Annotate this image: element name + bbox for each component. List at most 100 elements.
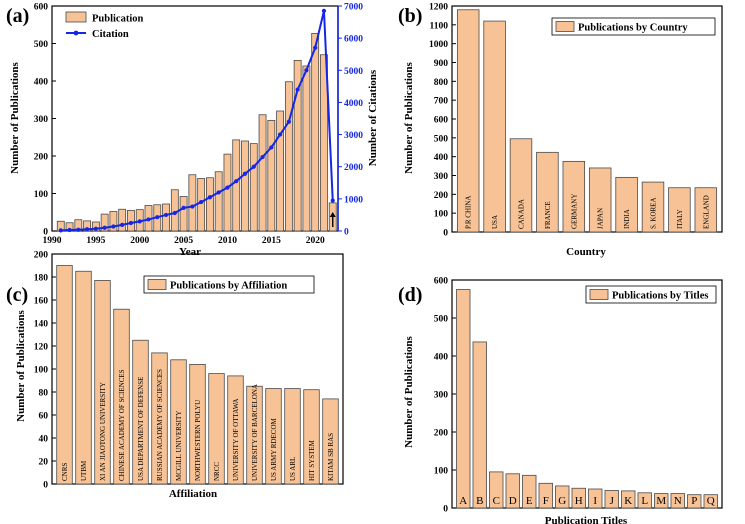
y2-tick-label: 2000 [344,163,363,173]
bar-category-label: J [610,495,615,507]
bar [604,490,619,509]
publication-bar [188,174,197,232]
y-tick-label: 200 [34,153,49,163]
bar-category-label: H [575,495,583,507]
citation-point [304,68,309,73]
citation-point [269,145,274,150]
bar-category-label: MCGILL UNIVERSITY [175,411,183,481]
citation-point [190,204,195,209]
citation-point [58,228,63,233]
bar [668,187,691,233]
publication-bar [284,81,293,232]
bar-category-label: RUSSIAN ACADEMY OF SCIENCES [156,369,164,481]
y2-tick-label: 6000 [344,35,363,45]
citation-point [207,195,213,200]
bar [670,493,685,509]
y-axis-label: Number of Publications [15,309,27,421]
bar-category-label: L [641,495,648,507]
citation-point [137,219,142,224]
bar [522,474,537,509]
citation-point [199,199,204,205]
bar-category-label: XI AN JIAOTONG UNIVERSITY [99,382,107,481]
y-tick-label: 0 [43,228,48,238]
publication-bar [179,196,188,232]
y-tick-label: 100 [434,210,449,220]
legend-label: Publication [92,14,144,25]
y-tick-label: 400 [34,78,49,88]
citation-point [155,215,160,220]
citation-point [120,222,125,227]
publication-bar [118,208,127,232]
citation-point [216,190,221,195]
y-tick-label: 160 [34,297,49,307]
publication-bar [197,178,206,232]
legend-swatch [589,289,609,300]
bar [75,270,92,485]
bar [536,151,559,233]
citation-point [102,225,107,230]
y-axis-label: Number of Publications [403,335,415,447]
bar-category-label: FRANCE [544,201,552,229]
publication-bar [232,139,241,232]
y2-axis-label: Number of Citations [367,69,379,166]
x-axis-label: Year [179,246,201,258]
y-tick-label: 300 [434,172,449,182]
y-tick-label: 100 [434,467,449,477]
bar [637,492,652,509]
bar-category-label: C [493,495,500,507]
bar-category-label: D [509,495,517,507]
citation-point [321,8,327,13]
bar [641,181,665,233]
citation-point [330,198,335,203]
panel-label: (b) [398,5,422,27]
y2-tick-label: 4000 [344,99,363,109]
citation-point [93,226,98,231]
bar-category-label: Q [707,495,715,507]
citation-point [295,87,300,92]
bar [621,490,636,509]
bar [588,167,612,233]
citation-point [225,185,230,190]
bar-category-label: ITALY [676,209,684,229]
bar-category-label: NORTHWESTERN POLYU [194,400,202,481]
y-tick-label: 0 [443,505,448,515]
bar [246,385,263,485]
x-axis-label: Affiliation [169,488,217,500]
publication-bar [258,114,267,232]
bar [322,398,339,485]
y-tick-label: 500 [34,40,49,50]
bar [654,493,669,509]
bar-category-label: USA [491,215,499,229]
bar [208,373,225,485]
legend-box [585,285,717,304]
y-tick-label: 600 [434,277,449,287]
y-tick-label: 200 [34,251,49,261]
bar [615,176,638,233]
y-tick-label: 60 [39,412,49,422]
bar [571,487,586,509]
y-tick-label: 120 [34,343,49,353]
x-tick-label: 2010 [218,236,237,246]
bar [505,473,520,509]
bar-category-label: KITAM SB RAS [327,433,335,481]
y-tick-label: 0 [43,481,48,491]
y-tick-label: 0 [443,229,448,239]
bar-category-label: ENGLAND [702,195,710,229]
citation-point [313,45,318,50]
bar-category-label: G [558,495,566,507]
publication-bar [293,59,302,232]
y-tick-label: 200 [434,191,449,201]
bar [113,308,130,485]
bar [703,494,718,509]
bar [303,389,320,485]
y2-tick-label: 7000 [344,3,363,13]
bar-category-label: CANADA [518,199,526,229]
y-tick-label: 700 [434,97,449,107]
bar-category-label: K [624,495,632,507]
y-tick-label: 1100 [430,21,449,31]
citation-point [181,205,186,210]
bar [555,485,570,509]
y-tick-label: 1200 [429,3,448,13]
citation-point [234,179,239,184]
bar [687,494,702,509]
